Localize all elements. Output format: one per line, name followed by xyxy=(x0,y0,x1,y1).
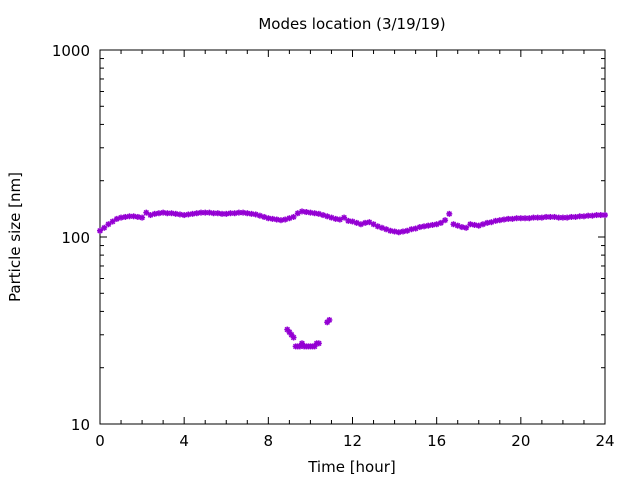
data-point xyxy=(442,217,448,223)
y-axis-label: Particle size [nm] xyxy=(6,172,24,302)
x-tick-label: 16 xyxy=(427,432,446,450)
plot-border xyxy=(100,50,605,424)
x-tick-label: 0 xyxy=(95,432,105,450)
data-point xyxy=(97,228,103,234)
x-tick-label: 24 xyxy=(595,432,614,450)
x-tick-label: 20 xyxy=(511,432,530,450)
axis-tick-labels: 0 4 8 12 16 20 24 10 100 1000 xyxy=(52,42,615,450)
x-tick-label: 8 xyxy=(264,432,274,450)
chart-title: Modes location (3/19/19) xyxy=(258,15,445,33)
data-point xyxy=(291,335,297,341)
data-points xyxy=(97,208,608,349)
chart: Modes location (3/19/19) 0 4 8 12 16 20 24 10 10… xyxy=(0,0,640,480)
x-axis-label: Time [hour] xyxy=(307,458,396,476)
x-tick-label: 12 xyxy=(343,432,362,450)
data-point xyxy=(446,211,452,217)
plot-area xyxy=(100,50,605,424)
axis-ticks xyxy=(100,50,605,424)
data-point xyxy=(139,215,145,221)
x-tick-label: 4 xyxy=(179,432,189,450)
y-tick-label: 10 xyxy=(71,416,90,434)
y-tick-label: 100 xyxy=(61,229,90,247)
data-point xyxy=(326,317,332,323)
data-point xyxy=(602,212,608,218)
data-point xyxy=(316,340,322,346)
y-tick-label: 1000 xyxy=(52,42,90,60)
